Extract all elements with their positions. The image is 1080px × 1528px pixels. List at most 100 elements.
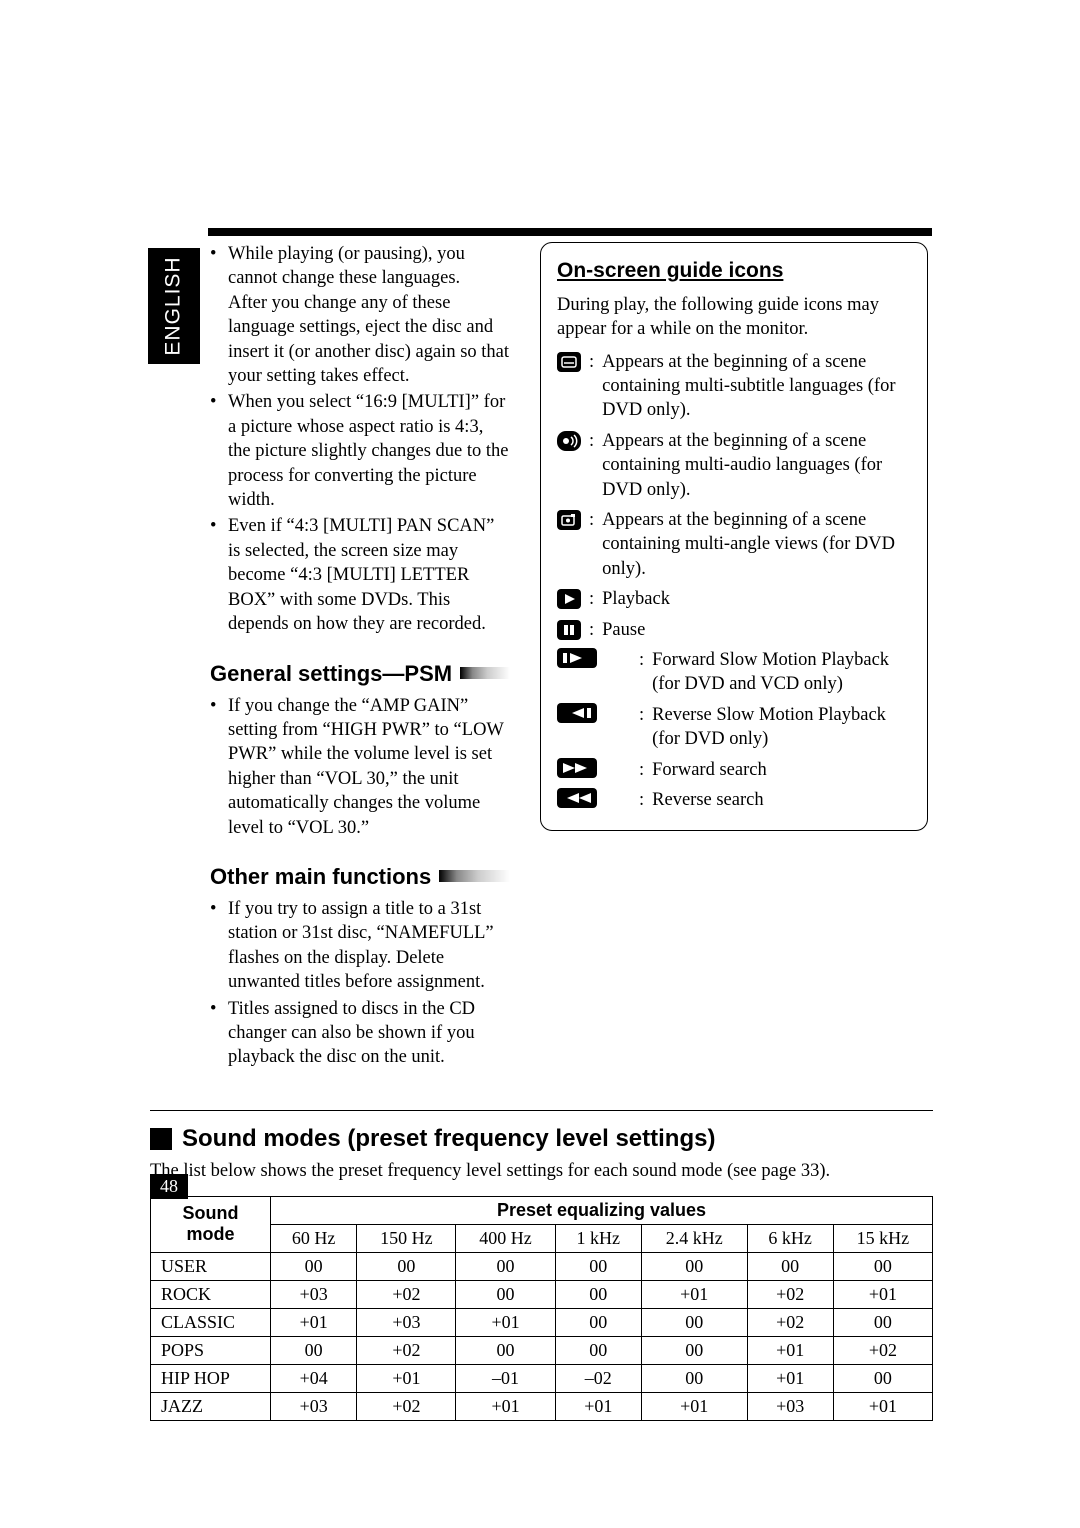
guide-icon-row: : Playback [557, 587, 911, 611]
bullet-item: When you select “16:9 [MULTI]” for a pic… [210, 390, 510, 512]
eq-value-cell: 00 [555, 1308, 641, 1336]
eq-value-cell: +02 [357, 1280, 456, 1308]
sound-intro: The list below shows the preset frequenc… [150, 1161, 933, 1182]
eq-value-cell: 00 [641, 1252, 747, 1280]
guide-icon-desc: Appears at the beginning of a scene cont… [602, 350, 911, 423]
guide-icon-row: : Appears at the beginning of a scene con… [557, 429, 911, 502]
guide-icon-row: :Appears at the beginning of a scene con… [557, 508, 911, 581]
top-black-bar [208, 228, 932, 236]
page-content: While playing (or pausing), you cannot c… [150, 242, 933, 1421]
eq-value-cell: +03 [271, 1392, 357, 1420]
ff-icon [557, 758, 631, 778]
eq-value-cell: +01 [271, 1308, 357, 1336]
guide-icon-row: :Pause [557, 618, 911, 642]
eq-value-cell: –01 [456, 1364, 555, 1392]
eq-value-cell: 00 [833, 1364, 932, 1392]
table-row: JAZZ+03+02+01+01+01+03+01 [151, 1392, 933, 1420]
psm-heading: General settings—PSM [210, 659, 452, 688]
guide-title: On-screen guide icons [557, 257, 911, 285]
eq-freq-header-cell: 15 kHz [833, 1224, 932, 1252]
colon-separator: : [589, 429, 594, 453]
eq-value-cell: +01 [833, 1392, 932, 1420]
guide-icon-row: : Appears at the beginning of a scene con… [557, 350, 911, 423]
eq-value-cell: +02 [357, 1336, 456, 1364]
colon-separator: : [639, 758, 644, 782]
eq-value-cell: +01 [456, 1392, 555, 1420]
guide-icon-desc: Forward search [652, 758, 911, 782]
bullet-item: Titles assigned to discs in the CD chang… [210, 997, 510, 1070]
heading-square-icon [150, 1128, 172, 1150]
guide-icon-desc: Appears at the beginning of a scene cont… [602, 429, 911, 502]
sound-heading: Sound modes (preset frequency level sett… [182, 1125, 715, 1153]
eq-value-cell: 00 [357, 1252, 456, 1280]
colon-separator: : [639, 788, 644, 812]
other-bullet-list: If you try to assign a title to a 31st s… [210, 897, 510, 1070]
rw-icon [557, 788, 631, 808]
eq-value-cell: –02 [555, 1364, 641, 1392]
psm-bullet-list: If you change the “AMP GAIN” setting fro… [210, 694, 510, 840]
eq-freq-header-cell: 400 Hz [456, 1224, 555, 1252]
colon-separator: : [589, 587, 594, 611]
table-row: ROCK+03+020000+01+02+01 [151, 1280, 933, 1308]
eq-value-cell: 00 [555, 1280, 641, 1308]
table-row: CLASSIC+01+03+010000+0200 [151, 1308, 933, 1336]
eq-freq-header-cell: 2.4 kHz [641, 1224, 747, 1252]
other-heading-row: Other main functions [210, 862, 510, 891]
bullet-item: If you change the “AMP GAIN” setting fro… [210, 694, 510, 840]
eq-mode-cell: HIP HOP [151, 1364, 271, 1392]
colon-separator: : [639, 648, 644, 672]
bullet-item: While playing (or pausing), you cannot c… [210, 242, 510, 388]
table-row: USER00000000000000 [151, 1252, 933, 1280]
eq-value-cell: 00 [456, 1280, 555, 1308]
guide-icon-row: :Forward Slow Motion Playback (for DVD a… [557, 648, 911, 697]
page-number: 48 [150, 1174, 188, 1199]
eq-value-cell: 00 [456, 1336, 555, 1364]
eq-value-cell: +03 [357, 1308, 456, 1336]
eq-mode-cell: ROCK [151, 1280, 271, 1308]
table-row: HIP HOP+04+01–01–0200+0100 [151, 1364, 933, 1392]
eq-values-header: Preset equalizing values [271, 1196, 933, 1224]
guide-icon-desc: Reverse Slow Motion Playback (for DVD on… [652, 703, 911, 752]
colon-separator: : [639, 703, 644, 727]
eq-value-cell: +03 [747, 1392, 833, 1420]
eq-value-cell: +01 [456, 1308, 555, 1336]
guide-icon-desc: Playback [602, 587, 911, 611]
eq-value-cell: 00 [747, 1252, 833, 1280]
eq-freq-header-cell: 60 Hz [271, 1224, 357, 1252]
eq-freq-header-cell: 6 kHz [747, 1224, 833, 1252]
guide-icon-desc: Pause [602, 618, 911, 642]
angle-icon [557, 510, 581, 530]
bullet-item: If you try to assign a title to a 31st s… [210, 897, 510, 995]
eq-value-cell: +01 [833, 1280, 932, 1308]
bullet-item: Even if “4:3 [MULTI] PAN SCAN” is select… [210, 514, 510, 636]
eq-value-cell: +02 [833, 1336, 932, 1364]
colon-separator: : [589, 350, 594, 374]
eq-value-cell: 00 [641, 1364, 747, 1392]
right-column: On-screen guide icons During play, the f… [540, 242, 928, 1072]
guide-icon-row: : Reverse Slow Motion Playback (for DVD o… [557, 703, 911, 752]
guide-icon-row: : Reverse search [557, 788, 911, 812]
eq-table: Sound mode Preset equalizing values 60 H… [150, 1196, 933, 1421]
eq-mode-cell: POPS [151, 1336, 271, 1364]
eq-value-cell: 00 [271, 1336, 357, 1364]
eq-value-cell: +04 [271, 1364, 357, 1392]
eq-value-cell: 00 [833, 1308, 932, 1336]
eq-mode-cell: USER [151, 1252, 271, 1280]
pause-icon [557, 620, 581, 640]
eq-value-cell: +02 [357, 1392, 456, 1420]
play-icon [557, 589, 581, 609]
eq-value-cell: 00 [456, 1252, 555, 1280]
eq-freq-header-cell: 1 kHz [555, 1224, 641, 1252]
eq-value-cell: +03 [271, 1280, 357, 1308]
eq-value-cell: +01 [641, 1392, 747, 1420]
guide-intro: During play, the following guide icons m… [557, 293, 911, 342]
guide-icon-desc: Reverse search [652, 788, 911, 812]
eq-value-cell: +01 [747, 1364, 833, 1392]
eq-value-cell: 00 [641, 1336, 747, 1364]
eq-value-cell: 00 [271, 1252, 357, 1280]
eq-mode-cell: JAZZ [151, 1392, 271, 1420]
sound-section: Sound modes (preset frequency level sett… [150, 1110, 933, 1421]
colon-separator: : [589, 508, 594, 532]
section-divider [150, 1110, 933, 1111]
psm-heading-row: General settings—PSM [210, 659, 510, 688]
